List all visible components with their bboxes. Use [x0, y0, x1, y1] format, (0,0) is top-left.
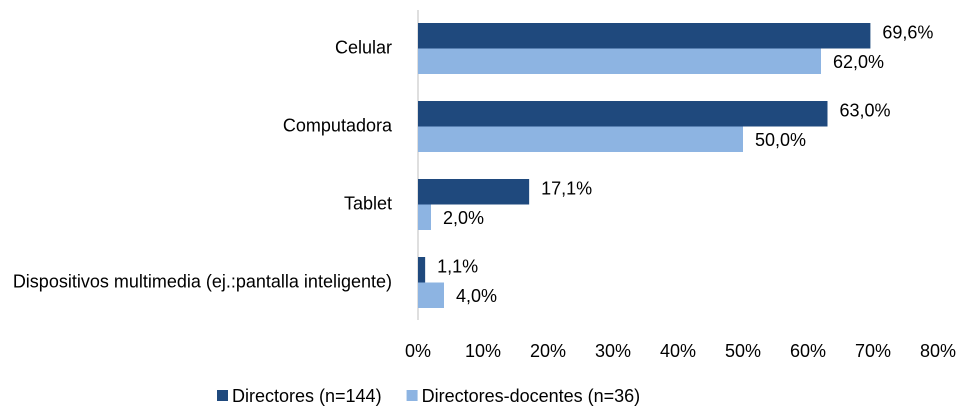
legend-label: Directores (n=144) — [232, 386, 382, 406]
bar — [418, 204, 431, 230]
bar — [418, 179, 530, 205]
x-tick-label: 40% — [660, 341, 696, 361]
y-tick-label: Dispositivos multimedia (ej.:pantalla in… — [13, 271, 392, 291]
value-label: 62,0% — [833, 52, 884, 72]
legend-swatch — [406, 390, 418, 401]
bar — [418, 23, 871, 49]
x-tick-label: 80% — [920, 341, 956, 361]
bar — [418, 126, 743, 152]
x-tick-label: 70% — [855, 341, 891, 361]
bar — [418, 282, 444, 308]
x-tick-label: 0% — [405, 341, 431, 361]
x-tick-label: 10% — [465, 341, 501, 361]
bar — [418, 48, 821, 74]
y-tick-label: Celular — [335, 37, 392, 57]
bar — [418, 101, 828, 127]
y-tick-label: Computadora — [283, 115, 393, 135]
value-label: 4,0% — [456, 286, 497, 306]
value-label: 2,0% — [443, 208, 484, 228]
value-label: 69,6% — [882, 23, 933, 43]
value-label: 50,0% — [755, 130, 806, 150]
y-tick-label: Tablet — [344, 193, 392, 213]
bar — [418, 257, 426, 283]
legend-label: Directores-docentes (n=36) — [422, 386, 641, 406]
value-label: 63,0% — [840, 101, 891, 121]
x-tick-label: 50% — [725, 341, 761, 361]
value-label: 1,1% — [437, 257, 478, 277]
value-label: 17,1% — [541, 179, 592, 199]
x-tick-label: 30% — [595, 341, 631, 361]
legend-swatch — [217, 390, 228, 401]
x-tick-label: 60% — [790, 341, 826, 361]
x-tick-label: 20% — [530, 341, 566, 361]
